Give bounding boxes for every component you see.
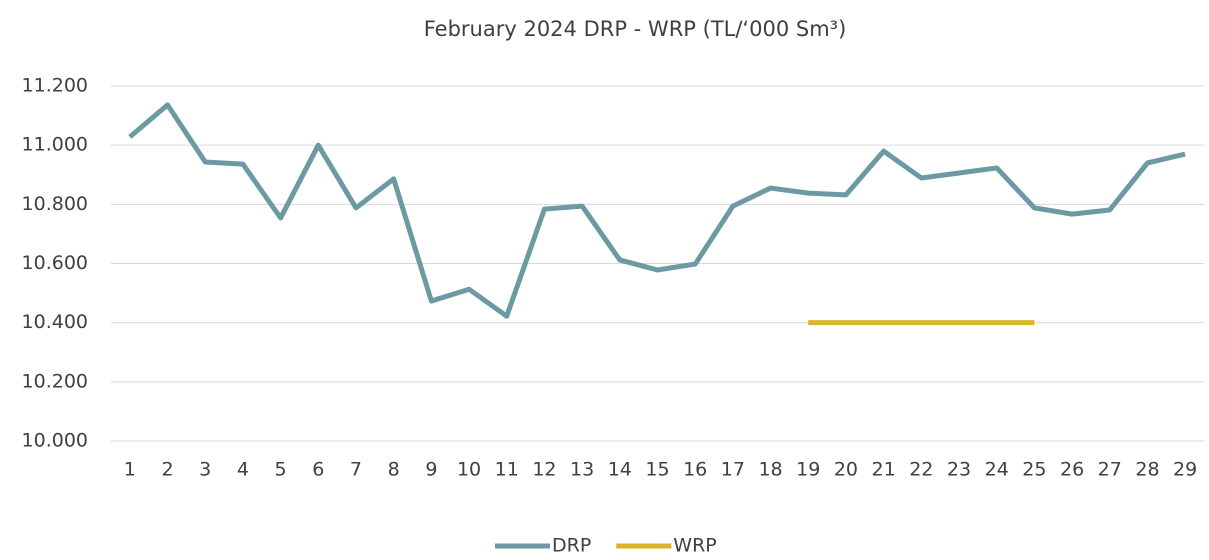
x-tick-label: 5: [275, 459, 287, 481]
y-tick-label: 10.000: [22, 430, 88, 452]
legend-label: WRP: [673, 535, 716, 557]
x-tick-label: 17: [721, 459, 745, 481]
legend-label: DRP: [552, 535, 591, 557]
x-tick-label: 10: [457, 459, 481, 481]
x-tick-label: 11: [495, 459, 519, 481]
chart-title: February 2024 DRP - WRP (TL/‘000 Sm³): [424, 17, 847, 41]
x-tick-label: 23: [947, 459, 971, 481]
line-drp: [128, 102, 1186, 319]
x-tick-label: 7: [350, 459, 362, 481]
x-tick-label: 16: [683, 459, 707, 481]
x-tick-label: 19: [796, 459, 820, 481]
x-tick-label: 13: [570, 459, 594, 481]
x-tick-label: 21: [872, 459, 896, 481]
x-tick-label: 28: [1135, 459, 1159, 481]
y-tick-label: 10.200: [22, 370, 88, 392]
x-tick-label: 22: [909, 459, 933, 481]
x-tick-label: 1: [124, 459, 136, 481]
y-tick-label: 10.400: [22, 311, 88, 333]
x-tick-label: 9: [425, 459, 437, 481]
x-tick-label: 6: [312, 459, 324, 481]
x-tick-label: 12: [532, 459, 556, 481]
x-tick-label: 18: [758, 459, 782, 481]
y-tick-label: 10.800: [22, 193, 88, 215]
x-tick-label: 3: [199, 459, 211, 481]
x-tick-label: 4: [237, 459, 249, 481]
x-tick-label: 25: [1022, 459, 1046, 481]
x-tick-label: 15: [645, 459, 669, 481]
x-tick-label: 26: [1060, 459, 1084, 481]
x-tick-label: 27: [1098, 459, 1122, 481]
x-tick-label: 14: [608, 459, 632, 481]
y-tick-label: 11.200: [22, 75, 88, 97]
x-tick-label: 20: [834, 459, 858, 481]
x-tick-label: 2: [161, 459, 173, 481]
x-tick-label: 24: [985, 459, 1009, 481]
x-tick-label: 29: [1173, 459, 1197, 481]
y-tick-label: 10.600: [22, 252, 88, 274]
y-tick-label: 11.000: [22, 134, 88, 156]
x-tick-label: 8: [388, 459, 400, 481]
